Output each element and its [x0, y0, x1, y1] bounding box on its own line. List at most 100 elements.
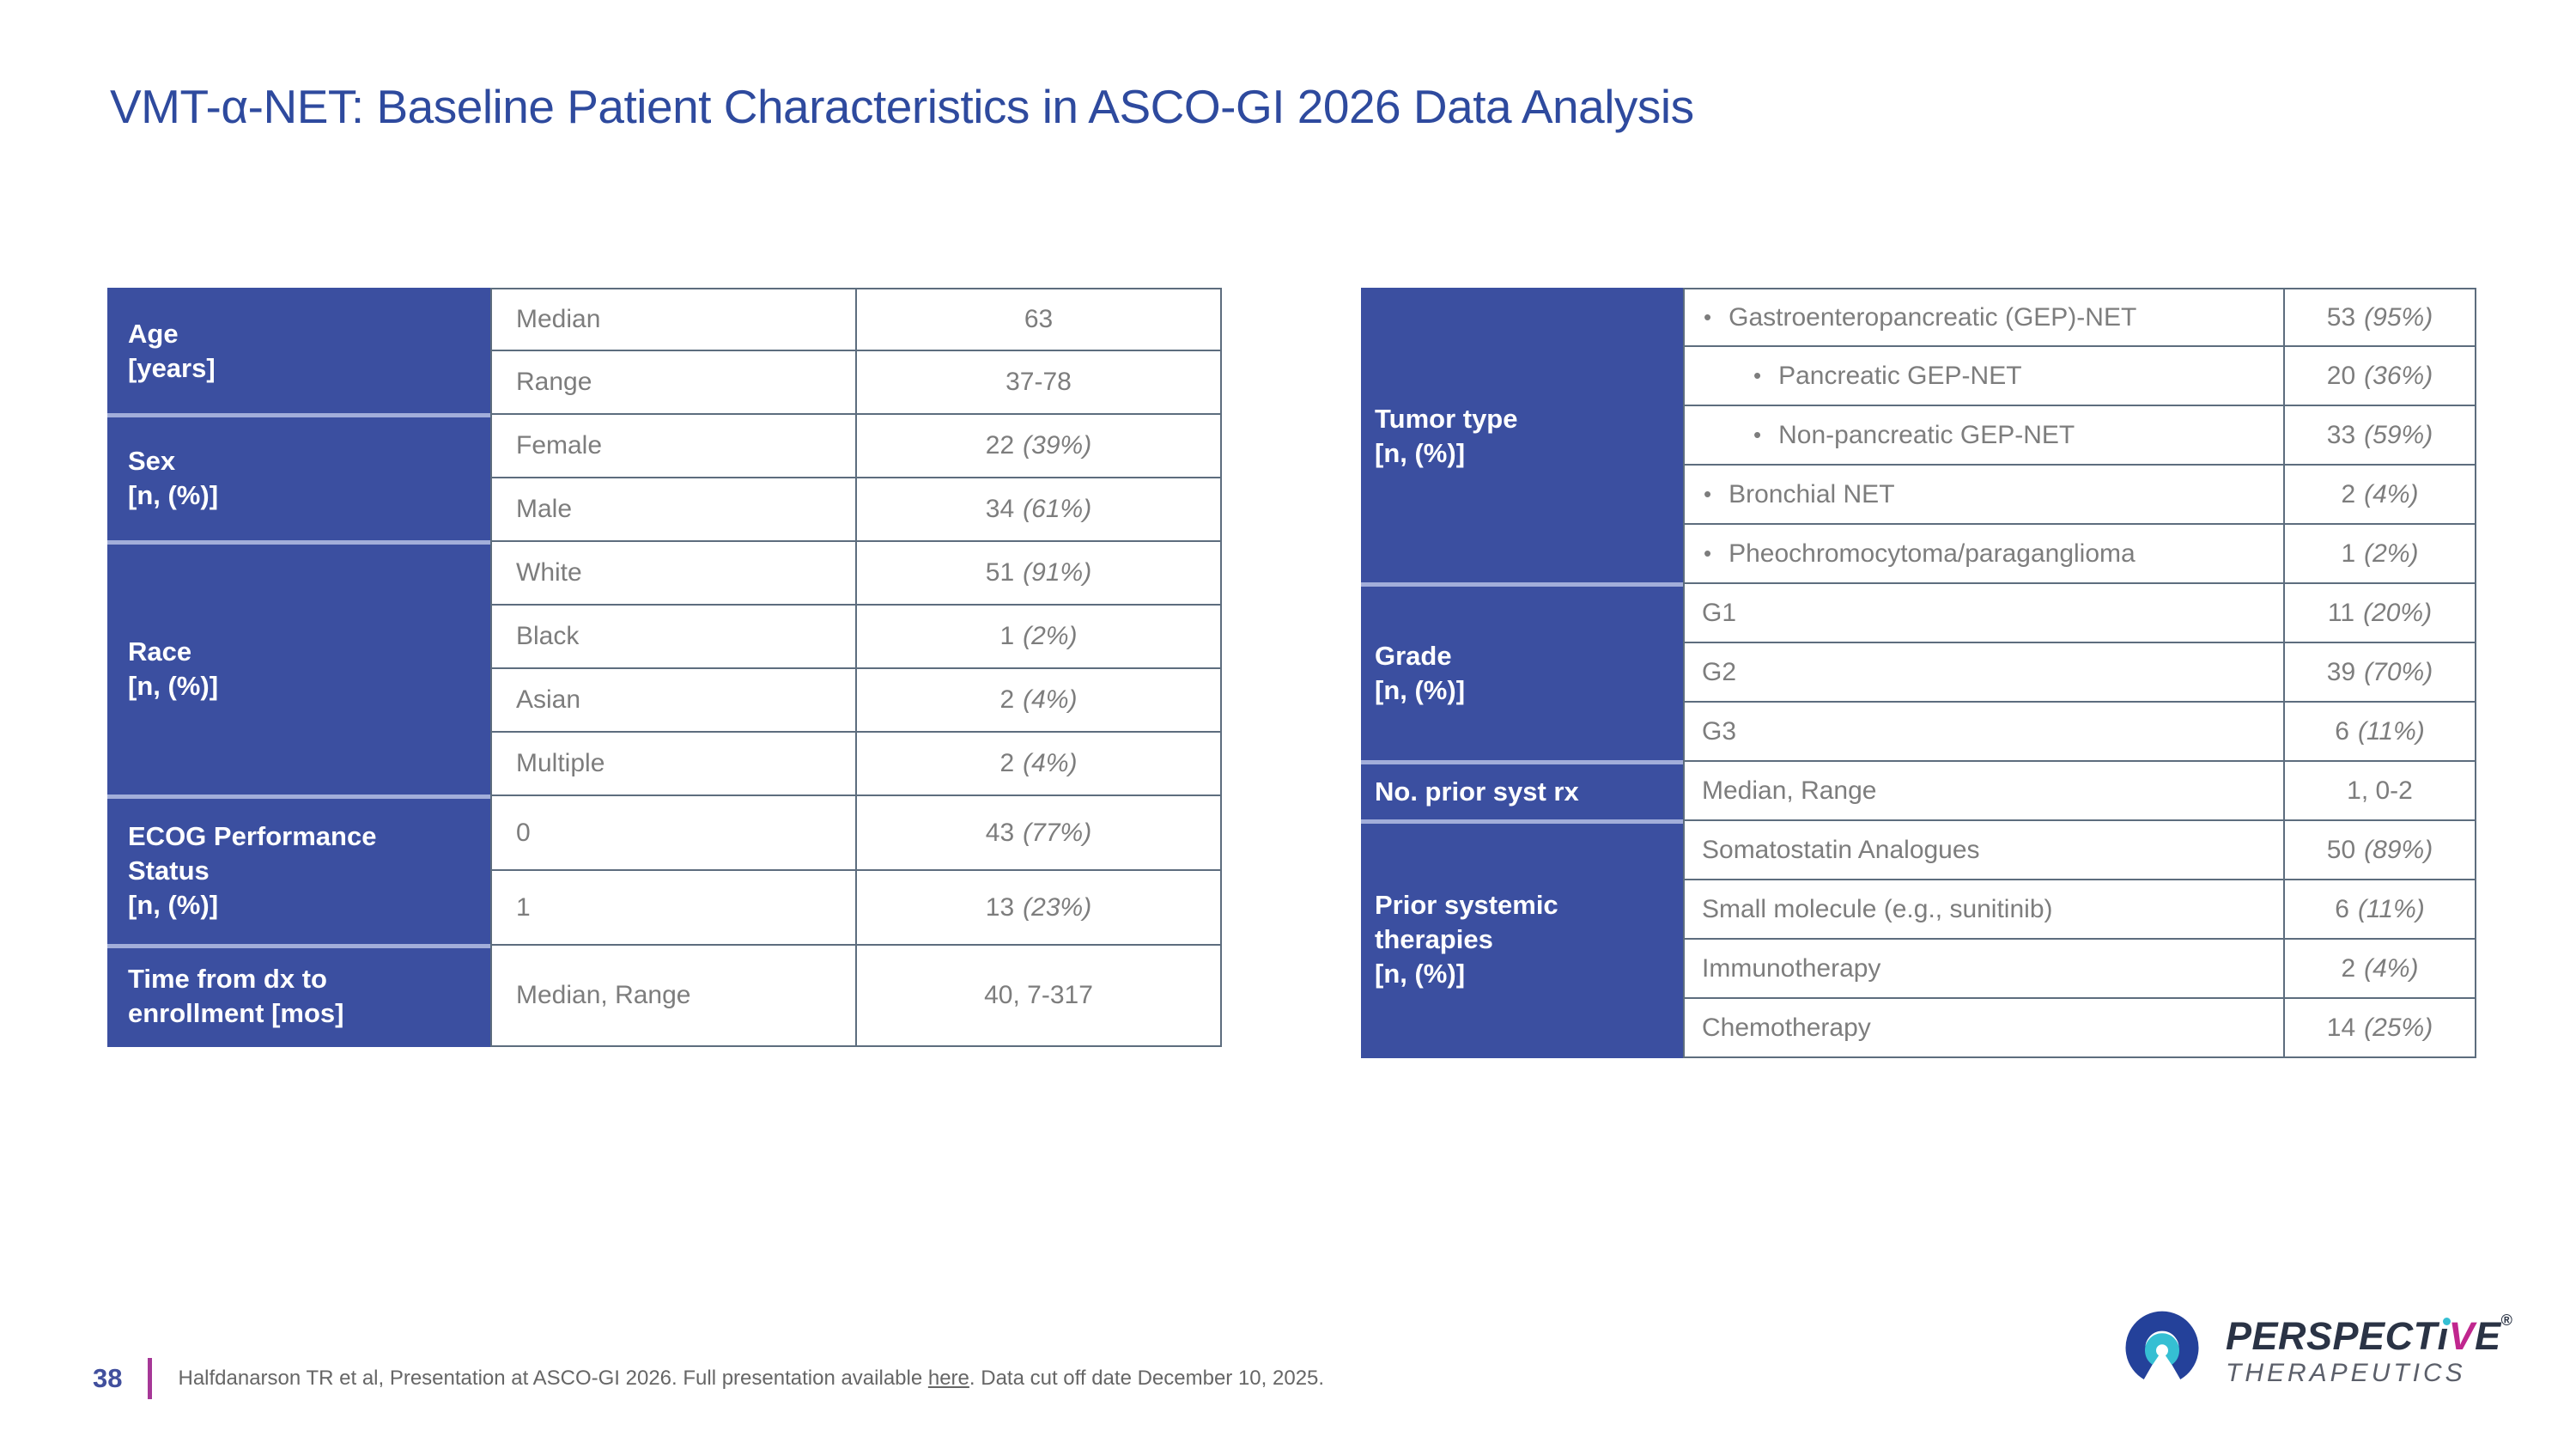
row-value-n: 1 [999, 622, 1015, 650]
row-value-n: 34 [985, 495, 1015, 523]
table-row: Small molecule (e.g., sunitinib) 6 (11%) [1683, 880, 2476, 940]
logo-company-name: PERSPECTı VE® [2226, 1312, 2513, 1358]
row-item-cell: 1 [492, 871, 857, 944]
row-item-cell: • Bronchial NET [1685, 466, 2285, 523]
group-separator [1361, 760, 1683, 764]
perspective-logo: PERSPECTı VE® THERAPEUTICS [2117, 1309, 2512, 1390]
row-value-cell: 34 (61%) [857, 478, 1220, 540]
table-row: • Gastroenteropancreatic (GEP)-NET 53 (95%) [1683, 288, 2476, 347]
table-row: • Non-pancreatic GEP-NET 33 (59%) [1683, 406, 2476, 466]
row-value-pct: (70%) [2364, 657, 2433, 686]
row-value-n: 40, 7-317 [984, 981, 1093, 1009]
group-separator [107, 944, 490, 948]
logo-mark-icon [2125, 1311, 2199, 1379]
row-item-label: 1 [516, 892, 531, 922]
row-value-cell: 2 (4%) [2285, 466, 2475, 523]
row-value-cell: 43 (77%) [857, 796, 1220, 869]
row-value-cell: 2 (4%) [2285, 940, 2475, 997]
row-item-cell: Immunotherapy [1685, 940, 2285, 997]
row-item-label: 0 [516, 818, 531, 847]
bullet-icon: • [1704, 481, 1712, 507]
table-row: Asian 2 (4%) [490, 669, 1222, 733]
citation-link[interactable]: here [927, 1367, 969, 1390]
row-value-cell: 1 (2%) [857, 606, 1220, 667]
table-row: Black 1 (2%) [490, 606, 1222, 669]
registered-mark: ® [2500, 1312, 2513, 1329]
row-value-cell: 40, 7-317 [857, 946, 1220, 1045]
row-item-label: Median [516, 305, 601, 333]
row-value-pct: (4%) [1023, 749, 1078, 777]
row-item-cell: Female [492, 415, 857, 477]
row-value-n: 2 [999, 749, 1015, 777]
group-separator [107, 795, 490, 799]
table-row: Median, Range 40, 7-317 [490, 946, 1222, 1047]
table-group-label: No. prior syst rx [1375, 776, 1579, 807]
row-item-label: Female [516, 431, 603, 460]
row-value-cell: 50 (89%) [2285, 821, 2475, 879]
row-value-cell: 39 (70%) [2285, 643, 2475, 701]
table-row: Male 34 (61%) [490, 478, 1222, 542]
row-item-cell: Median, Range [1685, 762, 2285, 819]
table-group-label: Grade [n, (%)] [1375, 640, 1466, 705]
row-item-cell: 0 [492, 796, 857, 869]
table-row: G3 6 (11%) [1683, 703, 2476, 762]
row-value-cell: 1, 0-2 [2285, 762, 2475, 819]
row-value-n: 1 [2341, 539, 2356, 568]
row-item-cell: Small molecule (e.g., sunitinib) [1685, 880, 2285, 938]
row-value-n: 53 [2326, 302, 2356, 332]
row-value-pct: (91%) [1023, 558, 1092, 587]
row-item-cell: • Pheochromocytoma/paraganglioma [1685, 525, 2285, 582]
row-item-cell: Somatostatin Analogues [1685, 821, 2285, 879]
row-value-pct: (4%) [1023, 685, 1078, 714]
table-row: 0 43 (77%) [490, 796, 1222, 871]
row-item-label: G3 [1702, 716, 1737, 746]
group-separator [107, 413, 490, 417]
row-value-pct: (39%) [1023, 431, 1092, 460]
table-row: Female 22 (39%) [490, 415, 1222, 478]
row-value-cell: 2 (4%) [857, 669, 1220, 731]
row-value-n: 50 [2326, 835, 2356, 864]
row-item-cell: Range [492, 351, 857, 413]
row-value-pct: (36%) [2364, 361, 2433, 390]
table-row: • Bronchial NET 2 (4%) [1683, 466, 2476, 525]
row-value-n: 51 [985, 558, 1015, 587]
row-value-n: 6 [2335, 894, 2349, 923]
row-item-cell: • Gastroenteropancreatic (GEP)-NET [1685, 289, 2285, 345]
row-value-pct: (11%) [2357, 894, 2425, 923]
row-item-cell: Chemotherapy [1685, 999, 2285, 1056]
table-row: Somatostatin Analogues 50 (89%) [1683, 821, 2476, 880]
row-value-pct: (25%) [2364, 1013, 2433, 1042]
row-value-n: 13 [985, 892, 1015, 922]
row-value-cell: 20 (36%) [2285, 347, 2475, 405]
row-value-pct: (59%) [2364, 420, 2433, 449]
table-row: 1 13 (23%) [490, 871, 1222, 946]
citation-suffix: . Data cut off date December 10, 2025. [969, 1367, 1325, 1390]
row-value-n: 43 [985, 818, 1015, 847]
group-separator [1361, 819, 1683, 824]
table-row: Median 63 [490, 288, 1222, 351]
table-row: G1 11 (20%) [1683, 584, 2476, 643]
table-group-label: Age [years] [128, 319, 216, 383]
row-value-cell: 33 (59%) [2285, 406, 2475, 464]
row-value-n: 22 [985, 431, 1015, 460]
row-value-pct: (61%) [1023, 495, 1092, 523]
row-value-cell: 11 (20%) [2285, 584, 2475, 642]
table-group-label: Time from dx to enrollment [mos] [128, 964, 344, 1028]
row-item-label: Asian [516, 685, 581, 714]
row-value-pct: (95%) [2364, 302, 2433, 332]
row-item-label: Male [516, 495, 573, 523]
row-value-cell: 63 [857, 289, 1220, 350]
row-value-cell: 1 (2%) [2285, 525, 2475, 582]
row-item-label: Pheochromocytoma/paraganglioma [1728, 539, 2136, 568]
row-value-n: 33 [2326, 420, 2356, 449]
footer: 38 Halfdanarson TR et al, Presentation a… [93, 1358, 1324, 1399]
row-value-cell: 51 (91%) [857, 542, 1220, 604]
table-label-column [1361, 288, 1683, 1058]
table-group-label: ECOG Performance Status [n, (%)] [128, 821, 377, 920]
row-value-n: 11 [2327, 598, 2355, 627]
row-value-n: 20 [2326, 361, 2356, 390]
row-item-label: G1 [1702, 598, 1737, 627]
row-value-cell: 6 (11%) [2285, 880, 2475, 938]
row-value-pct: (2%) [2364, 539, 2419, 568]
